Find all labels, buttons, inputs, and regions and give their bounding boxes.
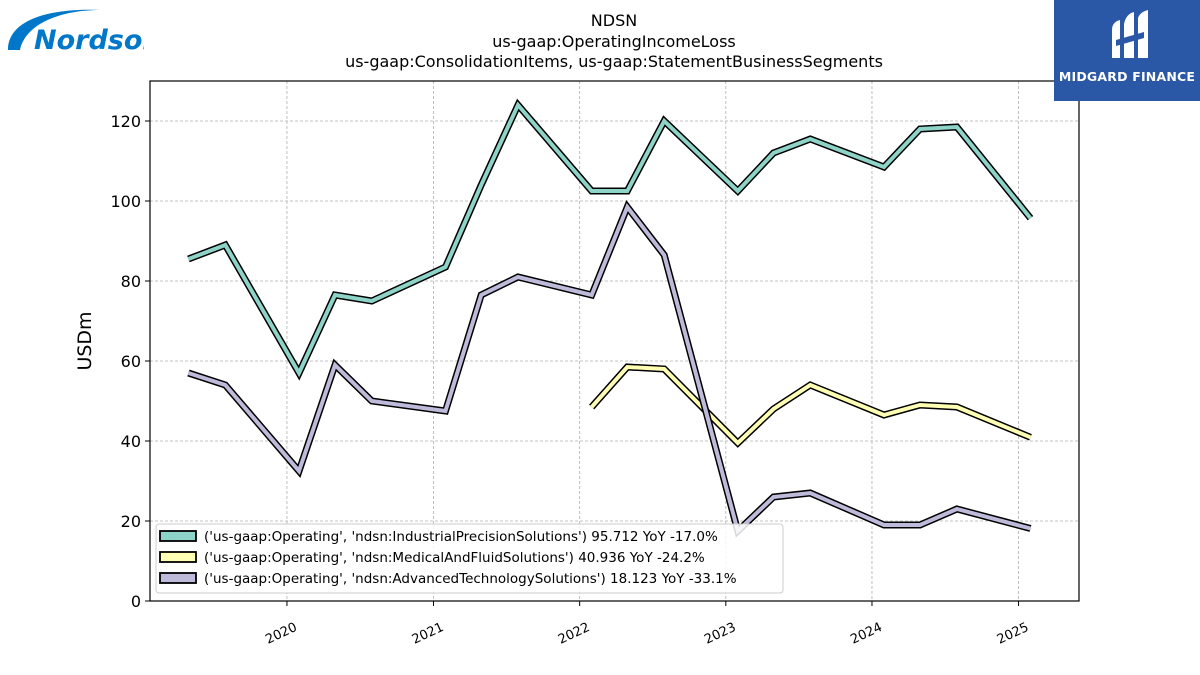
- legend-swatch-1: [159, 551, 197, 563]
- y-tick-label: 20: [121, 512, 141, 531]
- x-tick-label: 2023: [702, 620, 738, 648]
- legend-swatch-0: [159, 530, 197, 542]
- y-tick-label: 100: [110, 192, 141, 211]
- series-line-0: [187, 101, 1033, 378]
- grid-lines: [150, 81, 1079, 602]
- series-line-2: [187, 203, 1032, 535]
- series-lines: [187, 98, 1034, 538]
- midgard-mark-icon: [1112, 10, 1148, 58]
- y-tick-label: 40: [121, 432, 141, 451]
- svg-text:Nordson: Nordson: [34, 25, 144, 56]
- y-tick-label: 0: [131, 592, 141, 611]
- chart-title-line-3: us-gaap:ConsolidationItems, us-gaap:Stat…: [345, 52, 883, 71]
- midgard-finance-text: MIDGARD FINANCE: [1058, 69, 1196, 84]
- y-tick-label: 60: [121, 352, 141, 371]
- nordson-logo: Nordson: [4, 4, 162, 56]
- legend: ('us-gaap:Operating', 'ndsn:IndustrialPr…: [155, 523, 784, 594]
- chart-title: NDSN us-gaap:OperatingIncomeLoss us-gaap…: [345, 11, 883, 71]
- series-line-outline-1: [589, 363, 1032, 448]
- y-axis-label: USDm: [74, 311, 96, 370]
- x-tick-label: 2025: [995, 620, 1031, 648]
- midgard-finance-logo: MIDGARD FINANCE: [1054, 0, 1200, 101]
- legend-label-1: ('us-gaap:Operating', 'ndsn:MedicalAndFl…: [204, 550, 705, 566]
- chart-title-line-1: NDSN: [591, 11, 637, 30]
- x-tick-label: 2022: [556, 620, 592, 648]
- legend-swatch-2: [159, 572, 197, 584]
- x-axis: 2020 2021 2022 2023 2024 2025: [263, 601, 1031, 648]
- chart-title-line-2: us-gaap:OperatingIncomeLoss: [492, 32, 736, 51]
- x-tick-label: 2021: [410, 620, 446, 648]
- x-tick-label: 2024: [848, 620, 884, 648]
- y-tick-label: 80: [121, 272, 141, 291]
- x-tick-label: 2020: [263, 620, 299, 648]
- y-tick-label: 120: [110, 112, 141, 131]
- plot-frame: [149, 80, 1080, 602]
- y-axis: 0 20 40 60 80 100 120: [110, 112, 150, 611]
- legend-box: [155, 523, 784, 594]
- legend-label-0: ('us-gaap:Operating', 'ndsn:IndustrialPr…: [204, 529, 718, 545]
- legend-label-2: ('us-gaap:Operating', 'ndsn:AdvancedTech…: [204, 571, 737, 587]
- series-line-1: [590, 364, 1032, 446]
